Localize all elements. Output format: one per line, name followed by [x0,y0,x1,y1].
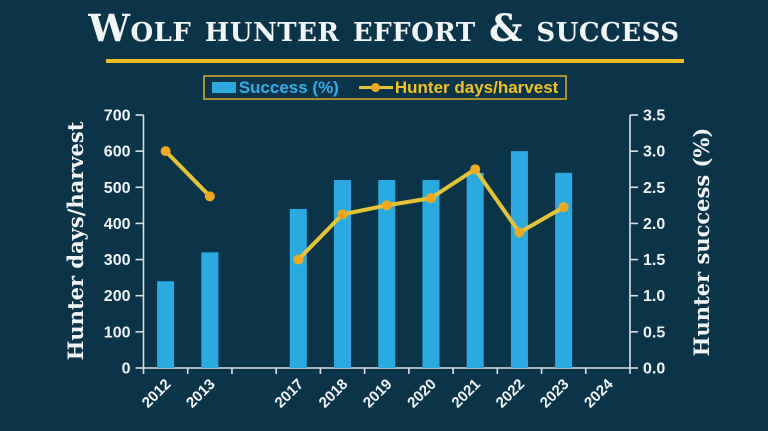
line-segment [163,149,212,199]
x-axis-label-2022: 2022 [493,376,529,412]
bar-2022 [510,151,528,368]
legend-item-hunter-days: Hunter days/harvest [358,78,559,97]
x-axis-label-2021: 2021 [448,376,484,412]
legend-label-hunter-days: Hunter days/harvest [394,78,559,97]
bar-2018 [334,180,352,368]
line-marker-2017 [293,254,304,265]
line-marker-2012 [160,146,171,157]
legend-item-success: Success (%) [211,78,339,97]
line-marker-swatch-icon [358,83,393,92]
line-marker-2019 [381,200,392,211]
x-axis-label-2023: 2023 [537,376,573,412]
right-axis-tick-label: 3.5 [643,108,665,125]
right-axis-tick-label: 2.0 [643,216,665,233]
chart-title: Wolf hunter effort & success [88,6,680,50]
left-axis-tick-label: 400 [104,216,131,233]
bar-swatch-icon [211,82,236,93]
bar-2013 [201,252,219,368]
line-marker-2023 [558,202,569,213]
bar-2023 [555,172,573,368]
left-axis-tick-label: 0 [122,361,131,378]
left-axis-tick-label: 200 [104,288,131,305]
left-axis-tick-label: 700 [104,108,131,125]
left-axis-tick-label: 500 [104,180,131,197]
x-axis-label-2020: 2020 [404,376,440,412]
right-axis-tick-label: 2.5 [643,180,665,197]
line-marker-2018 [337,209,348,220]
bar-2012 [157,281,175,368]
right-axis-tick-label: 1.5 [643,252,665,269]
x-axis-label-2018: 2018 [316,376,352,412]
line-marker-2013 [204,191,215,202]
line-marker-2021 [470,164,481,175]
left-axis-tick-label: 600 [104,144,131,161]
line-marker-2020 [425,193,436,204]
right-axis-tick-label: 3.0 [643,144,665,161]
bar-2017 [289,208,307,368]
left-axis-tick-label: 100 [104,324,131,341]
line-marker-2022 [514,227,525,238]
title-underline [106,59,684,63]
right-axis-tick-label: 0.5 [643,324,665,341]
x-axis-label-2017: 2017 [272,376,308,412]
legend: Success (%) Hunter days/harvest [203,75,567,100]
right-axis-tick-label: 0.0 [643,361,665,378]
x-axis-label-2019: 2019 [360,376,396,412]
left-axis-tick-label: 300 [104,252,131,269]
x-axis-label-2012: 2012 [139,376,175,412]
legend-label-success: Success (%) [238,78,339,97]
x-axis-label-2013: 2013 [183,376,219,412]
bar-2021 [466,172,484,368]
bar-2019 [378,180,396,368]
right-axis-tick-label: 1.0 [643,288,665,305]
bar-2020 [422,180,440,368]
x-axis-label-2024: 2024 [581,375,617,411]
